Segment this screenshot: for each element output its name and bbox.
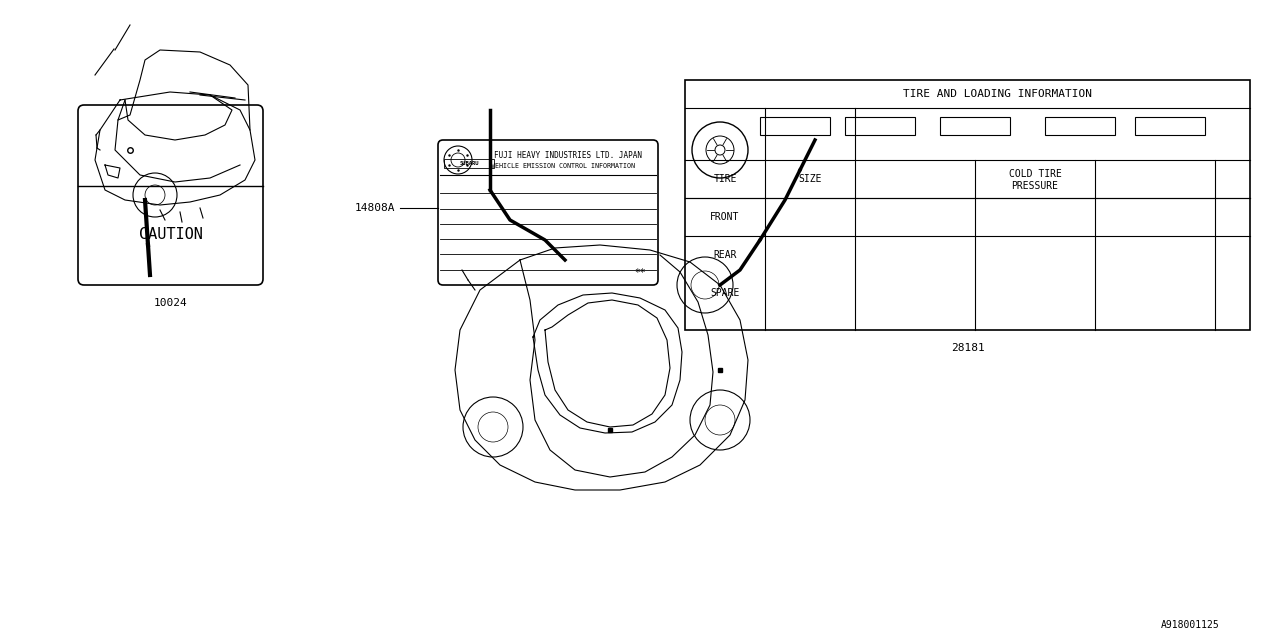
Circle shape — [716, 145, 724, 155]
Text: 14808A: 14808A — [355, 202, 396, 212]
Text: PRESSURE: PRESSURE — [1011, 181, 1059, 191]
Text: REAR: REAR — [713, 250, 737, 260]
Bar — [685, 80, 1251, 330]
Text: VEHICLE EMISSION CONTROL INFORMATION: VEHICLE EMISSION CONTROL INFORMATION — [492, 163, 635, 169]
Text: 10024: 10024 — [154, 298, 187, 308]
Bar — [940, 117, 1010, 135]
Bar — [760, 117, 829, 135]
Bar — [845, 117, 915, 135]
Text: SIZE: SIZE — [799, 174, 822, 184]
Text: COLD TIRE: COLD TIRE — [1009, 169, 1061, 179]
Text: 28181: 28181 — [951, 343, 984, 353]
Text: FUJI HEAVY INDUSTRIES LTD. JAPAN: FUJI HEAVY INDUSTRIES LTD. JAPAN — [494, 150, 643, 159]
Bar — [1135, 117, 1204, 135]
Text: FRONT: FRONT — [710, 212, 740, 222]
Text: SUBARU: SUBARU — [460, 161, 479, 166]
Text: TIRE: TIRE — [713, 174, 737, 184]
Bar — [1044, 117, 1115, 135]
Text: CAUTION: CAUTION — [138, 227, 202, 242]
Text: **: ** — [634, 268, 646, 278]
Text: A918001125: A918001125 — [1161, 620, 1220, 630]
Text: SPARE: SPARE — [710, 288, 740, 298]
Text: TIRE AND LOADING INFORMATION: TIRE AND LOADING INFORMATION — [902, 89, 1092, 99]
Bar — [444, 159, 494, 168]
